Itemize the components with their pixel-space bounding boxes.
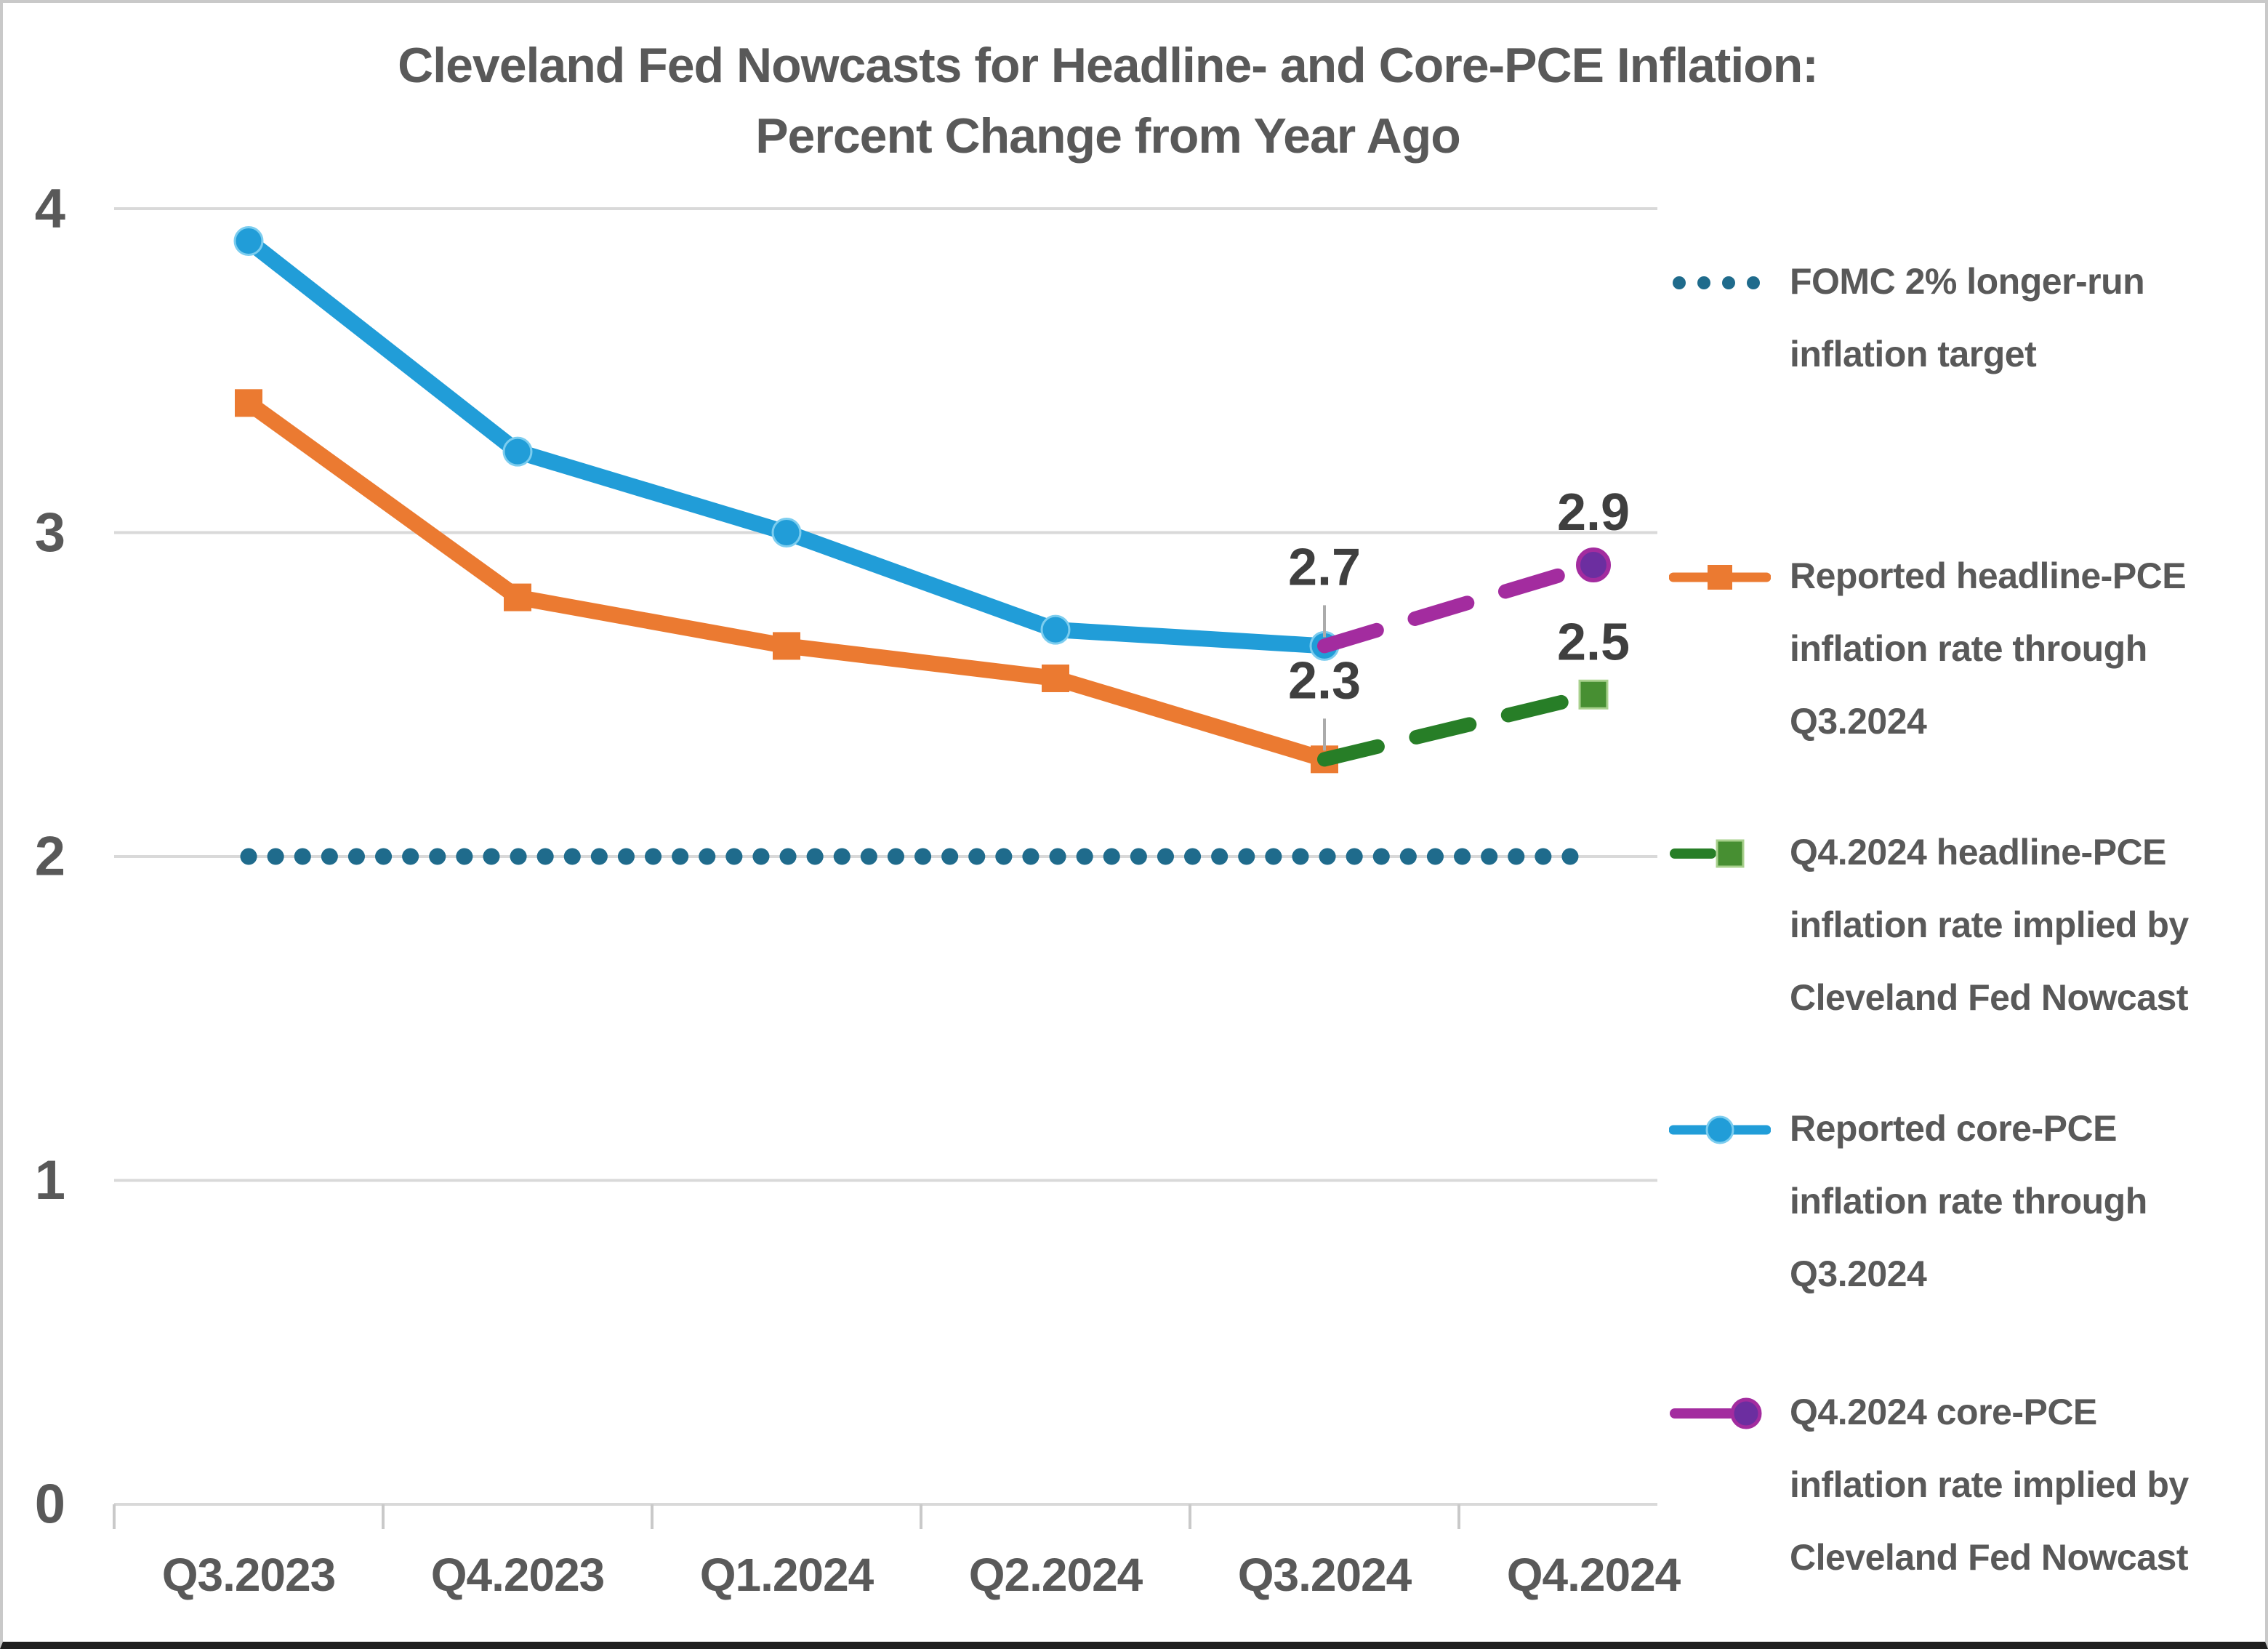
data-point-square-marker [235,389,262,417]
annotation-label: 2.7 [1288,538,1361,596]
series-line-solid [241,395,1332,768]
green-dash-square-icon [1670,839,1745,868]
legend-item-nowcast-core-pce: Q4.2024 core-PCE inflation rate implied … [1669,1376,2189,1594]
teal-dotted-line-icon [1673,276,1760,289]
legend-label-reported-headline-pce: Reported headline-PCE inflation rate thr… [1790,555,2187,742]
y-axis-label: 4 [35,178,65,240]
blue-line-circle-icon [1669,1115,1771,1144]
chart-title-line-1: Cleveland Fed Nowcasts for Headline- and… [398,38,1819,93]
y-axis-label: 0 [35,1474,65,1536]
annotation-label: 2.3 [1288,651,1361,710]
data-point-square-marker [504,583,531,611]
x-axis-label: Q1.2024 [700,1549,874,1601]
data-series [233,226,1611,865]
data-point-circle-marker [233,226,264,257]
x-axis-labels: Q3.2023 Q4.2023 Q1.2024 Q2.2024 Q3.2024 Q4.20… [162,1549,1682,1601]
data-point-square-marker [1578,679,1609,710]
annotation-label: 2.9 [1557,484,1630,542]
chart-title: Cleveland Fed Nowcasts for Headline- and… [3,31,2213,171]
legend-item-nowcast-headline-pce: Q4.2024 headline-PCE inflation rate impl… [1669,816,2189,1034]
data-point-circle-marker [771,518,802,547]
annotations: 2.7 2.3 2.9 2.5 [1288,484,1630,751]
y-axis-label: 2 [35,826,65,888]
series-line-solid [241,233,1332,654]
y-axis-label: 3 [35,502,65,563]
legend-label-fomc-target: FOMC 2% longer-run inflation target [1790,261,2145,374]
data-point-circle-marker [1040,614,1071,645]
chart-title-line-2: Percent Change from Year Ago [755,108,1461,164]
data-point-circle-marker [1576,547,1611,583]
x-axis-label: Q3.2023 [162,1549,336,1601]
data-point-square-marker [1042,664,1069,692]
x-axis-tick-marks [113,1504,1460,1529]
gridlines [114,207,1657,1506]
data-point-circle-marker [502,436,533,467]
orange-line-square-icon [1669,565,1771,590]
annotation-label: 2.5 [1557,613,1630,671]
x-axis-label: Q2.2024 [969,1549,1143,1601]
legend-label-reported-core-pce: Reported core-PCE inflation rate through… [1790,1108,2147,1294]
legend-label-nowcast-core-pce: Q4.2024 core-PCE inflation rate implied … [1790,1392,2189,1578]
legend-item-reported-headline-pce: Reported headline-PCE inflation rate thr… [1669,539,2187,758]
magenta-dash-circle-icon [1670,1397,1762,1429]
y-axis-labels: 0 1 2 3 4 [35,178,65,1536]
series-line-dashed [1317,558,1601,654]
x-axis-label: Q3.2024 [1238,1549,1412,1601]
legend-item-reported-core-pce: Reported core-PCE inflation rate through… [1669,1092,2147,1310]
data-point-square-marker [773,632,800,660]
legend-item-fomc-target: FOMC 2% longer-run inflation target [1669,245,2145,390]
y-axis-label: 1 [35,1150,65,1211]
series-line-dashed [1317,687,1601,767]
x-axis-label: Q4.2023 [431,1549,605,1601]
legend-label-nowcast-headline-pce: Q4.2024 headline-PCE inflation rate impl… [1790,832,2189,1018]
x-axis-label: Q4.2024 [1507,1549,1681,1601]
